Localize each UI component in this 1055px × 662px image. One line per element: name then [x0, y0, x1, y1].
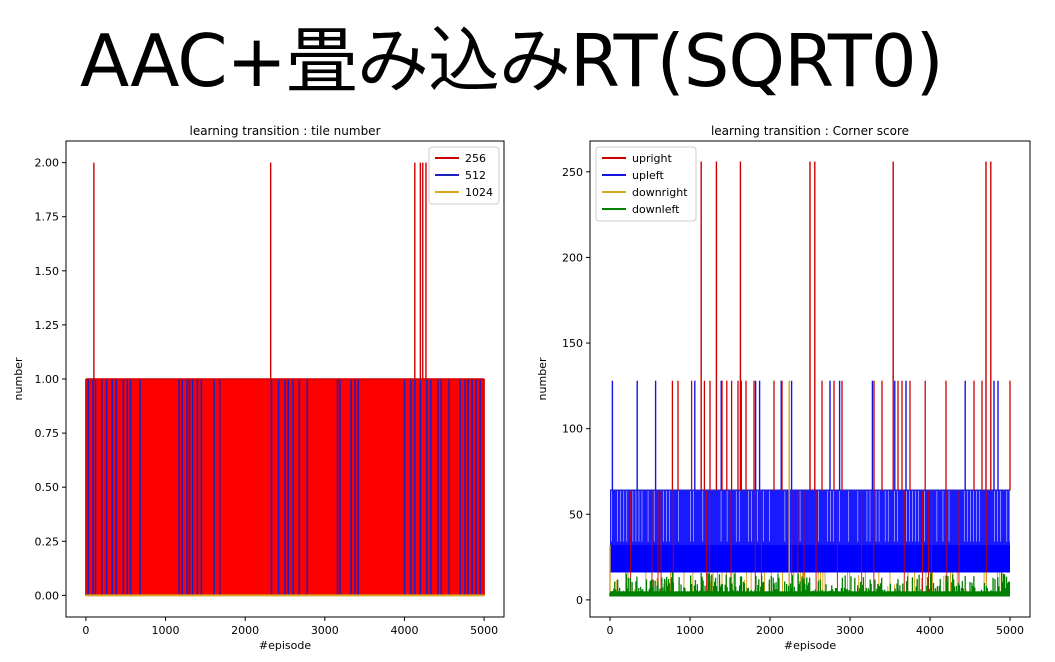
- chart-tile-number: learning transition : tile number 0 1000 20…: [12, 124, 505, 652]
- legend-label-upright: upright: [632, 152, 672, 165]
- series-downleft-base: [610, 591, 1010, 597]
- x-axis-label: #episode: [259, 639, 311, 652]
- y-tick-label: 250: [562, 166, 583, 179]
- x-tick-label: 4000: [916, 624, 944, 637]
- legend-box: [595, 146, 697, 222]
- x-tick-label: 1000: [676, 624, 704, 637]
- y-tick-label: 0.50: [35, 481, 60, 494]
- x-tick-label: 2000: [756, 624, 784, 637]
- y-tick-label: 0.00: [35, 589, 60, 602]
- y-tick-label: 0.75: [35, 427, 60, 440]
- legend-label-512: 512: [465, 169, 486, 182]
- x-tick-label: 0: [607, 624, 614, 637]
- x-tick-label: 0: [82, 624, 89, 637]
- x-tick-label: 3000: [836, 624, 864, 637]
- chart-title: learning transition : tile number: [189, 124, 380, 138]
- legend-box: [428, 146, 500, 205]
- y-axis-label: number: [12, 357, 25, 400]
- y-tick-label: 1.25: [35, 319, 60, 332]
- x-tick-label: 2000: [231, 624, 259, 637]
- x-tick-label: 4000: [390, 624, 418, 637]
- y-tick-label: 200: [562, 251, 583, 264]
- x-tick-label: 3000: [311, 624, 339, 637]
- legend-label-256: 256: [465, 152, 486, 165]
- y-tick-label: 0: [576, 594, 583, 607]
- y-tick-label: 50: [569, 508, 583, 521]
- x-tick-label: 1000: [152, 624, 180, 637]
- plot-frame: [589, 140, 1031, 618]
- x-axis-label: #episode: [784, 639, 836, 652]
- y-tick-label: 0.25: [35, 535, 60, 548]
- x-tick-label: 5000: [470, 624, 498, 637]
- chart-title: learning transition : Corner score: [711, 124, 909, 138]
- series-upleft-core: [610, 545, 1010, 573]
- y-tick-label: 2.00: [35, 157, 60, 170]
- y-tick-label: 1.50: [35, 265, 60, 278]
- y-tick-label: 1.75: [35, 211, 60, 224]
- legend-label-upleft: upleft: [632, 169, 664, 182]
- y-tick-label: 150: [562, 337, 583, 350]
- legend-label-downright: downright: [632, 186, 688, 199]
- legend-label-downleft: downleft: [632, 203, 680, 216]
- y-tick-label: 100: [562, 423, 583, 436]
- x-tick-label: 5000: [996, 624, 1024, 637]
- legend-label-1024: 1024: [465, 186, 493, 199]
- slide-title: AAC+畳み込みRT(SQRT0): [80, 19, 944, 103]
- y-tick-label: 1.00: [35, 373, 60, 386]
- y-axis-label: number: [536, 357, 549, 400]
